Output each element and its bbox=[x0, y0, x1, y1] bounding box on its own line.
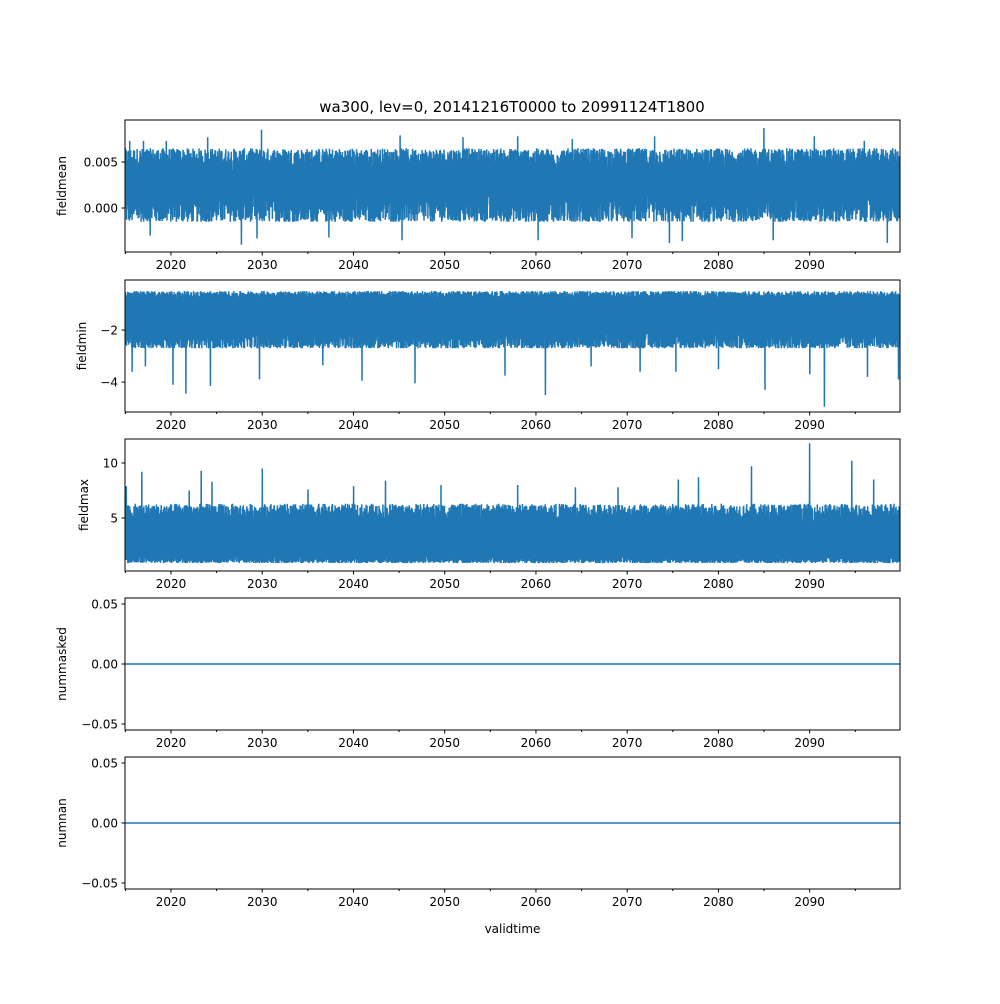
y-axis-label: nummasked bbox=[55, 627, 69, 701]
x-tick-label: 2060 bbox=[521, 418, 552, 432]
y-axis-label: numnan bbox=[55, 798, 69, 847]
x-axis-label: validtime bbox=[485, 922, 541, 936]
y-tick-label: −4 bbox=[100, 376, 118, 390]
y-tick-label: 10 bbox=[103, 456, 118, 470]
x-tick-label: 2090 bbox=[794, 577, 825, 591]
x-tick-label: 2030 bbox=[247, 418, 278, 432]
y-axis-label: fieldmean bbox=[55, 156, 69, 216]
x-tick-label: 2020 bbox=[156, 418, 187, 432]
y-tick-label: 5 bbox=[110, 511, 118, 525]
x-tick-label: 2070 bbox=[612, 895, 643, 909]
x-tick-label: 2030 bbox=[247, 577, 278, 591]
x-tick-label: 2030 bbox=[247, 736, 278, 750]
x-tick-label: 2050 bbox=[429, 577, 460, 591]
x-tick-label: 2030 bbox=[247, 895, 278, 909]
series-line-fieldmax bbox=[125, 443, 900, 564]
x-tick-label: 2040 bbox=[338, 577, 369, 591]
y-tick-label: 0.00 bbox=[91, 658, 118, 672]
axes-frame bbox=[124, 119, 901, 253]
chart-title: wa300, lev=0, 20141216T0000 to 20991124T… bbox=[319, 98, 705, 116]
x-tick-label: 2060 bbox=[521, 577, 552, 591]
subplot-fieldmax: 10 5 2020 2030 2040 2050 2060 2070 2080 2090 field… bbox=[77, 438, 901, 591]
y-axis-label: fieldmax bbox=[77, 479, 91, 531]
y-tick-label: 0.000 bbox=[84, 202, 118, 216]
x-tick-label: 2070 bbox=[612, 736, 643, 750]
x-tick-label: 2090 bbox=[794, 258, 825, 272]
x-tick-label: 2070 bbox=[612, 577, 643, 591]
y-tick-label: 0.005 bbox=[84, 156, 118, 170]
x-tick-label: 2060 bbox=[521, 895, 552, 909]
y-tick-label: 0.05 bbox=[91, 598, 118, 612]
x-tick-label: 2080 bbox=[703, 258, 734, 272]
subplot-numnan: 0.05 0.00 −0.05 2020 2030 2040 2050 2060 2070 208… bbox=[55, 756, 901, 936]
axes-frame bbox=[124, 438, 901, 572]
y-axis-label: fieldmin bbox=[75, 322, 89, 371]
y-tick-label: 0.00 bbox=[91, 817, 118, 831]
x-tick-label: 2040 bbox=[338, 736, 369, 750]
x-tick-label: 2020 bbox=[156, 736, 187, 750]
x-tick-label: 2040 bbox=[338, 418, 369, 432]
x-tick-label: 2030 bbox=[247, 258, 278, 272]
x-tick-label: 2050 bbox=[429, 258, 460, 272]
x-tick-label: 2040 bbox=[338, 258, 369, 272]
subplot-fieldmin: −2 −4 2020 2030 2040 2050 2060 2070 2080 2090 fiel… bbox=[75, 279, 901, 432]
x-tick-label: 2040 bbox=[338, 895, 369, 909]
x-tick-label: 2090 bbox=[794, 418, 825, 432]
y-tick-label: 0.05 bbox=[91, 757, 118, 771]
x-tick-label: 2050 bbox=[429, 736, 460, 750]
x-tick-label: 2070 bbox=[612, 258, 643, 272]
x-tick-label: 2060 bbox=[521, 258, 552, 272]
y-tick-label: −2 bbox=[100, 324, 118, 338]
x-tick-label: 2080 bbox=[703, 577, 734, 591]
x-tick-label: 2090 bbox=[794, 895, 825, 909]
x-tick-label: 2070 bbox=[612, 418, 643, 432]
x-tick-label: 2090 bbox=[794, 736, 825, 750]
x-tick-label: 2060 bbox=[521, 736, 552, 750]
axes-frame bbox=[124, 279, 901, 413]
x-tick-label: 2020 bbox=[156, 577, 187, 591]
x-tick-label: 2080 bbox=[703, 418, 734, 432]
x-tick-label: 2020 bbox=[156, 258, 187, 272]
series-line-fieldmin bbox=[125, 290, 900, 407]
subplot-nummasked: 0.05 0.00 −0.05 2020 2030 2040 2050 2060 2070 208… bbox=[55, 597, 901, 750]
y-tick-label: −0.05 bbox=[81, 877, 118, 891]
x-tick-label: 2050 bbox=[429, 418, 460, 432]
x-tick-label: 2080 bbox=[703, 895, 734, 909]
x-tick-label: 2050 bbox=[429, 895, 460, 909]
x-tick-label: 2080 bbox=[703, 736, 734, 750]
x-tick-label: 2020 bbox=[156, 895, 187, 909]
subplot-fieldmean: 0.005 0.000 2020 2030 2040 2050 2060 2070 2080 20… bbox=[55, 119, 901, 272]
y-tick-label: −0.05 bbox=[81, 718, 118, 732]
series-line-fieldmean bbox=[125, 127, 900, 245]
